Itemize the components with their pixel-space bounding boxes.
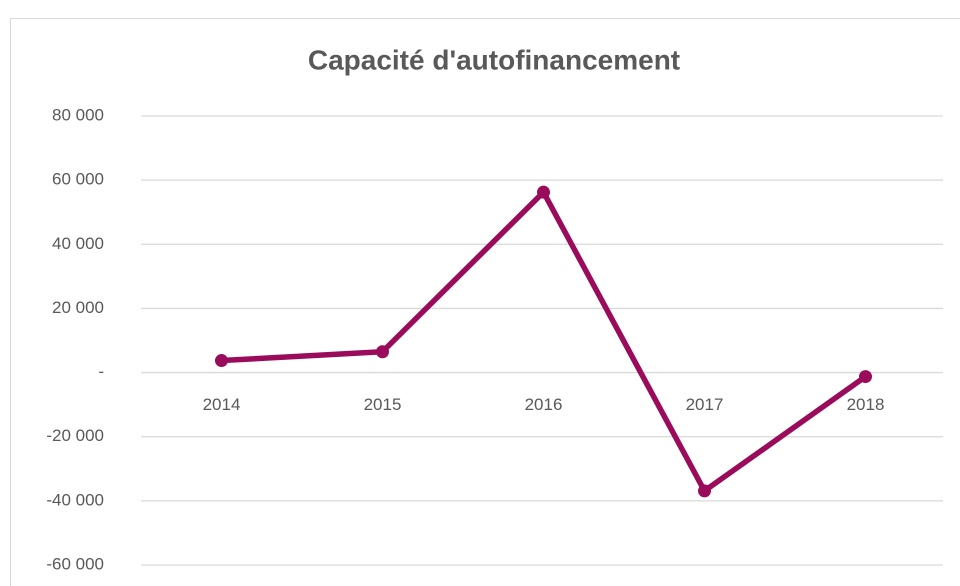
x-tick-label: 2016: [525, 395, 563, 414]
marker: [698, 484, 711, 498]
marker: [376, 345, 389, 359]
line: [221, 189, 868, 494]
marker: [859, 370, 872, 384]
y-tick-label: -20 000: [46, 426, 104, 445]
x-tick-label: 2018: [847, 395, 885, 414]
x-tick-label: 2014: [203, 395, 241, 414]
y-tick-label: -60 000: [46, 554, 104, 573]
marker: [215, 354, 228, 368]
y-tick-label: -: [98, 362, 104, 381]
chart-title: Capacité d'autofinancement: [308, 44, 680, 75]
y-tick-label: 80 000: [52, 105, 104, 124]
x-tick-label: 2015: [364, 395, 402, 414]
y-tick-label: 40 000: [52, 234, 104, 253]
chart-frame: [10, 18, 960, 586]
y-tick-label: -40 000: [46, 490, 104, 509]
x-tick-label: 2017: [686, 395, 724, 414]
y-tick-label: 20 000: [52, 298, 104, 317]
marker: [537, 185, 550, 199]
y-tick-label: 60 000: [52, 170, 104, 189]
